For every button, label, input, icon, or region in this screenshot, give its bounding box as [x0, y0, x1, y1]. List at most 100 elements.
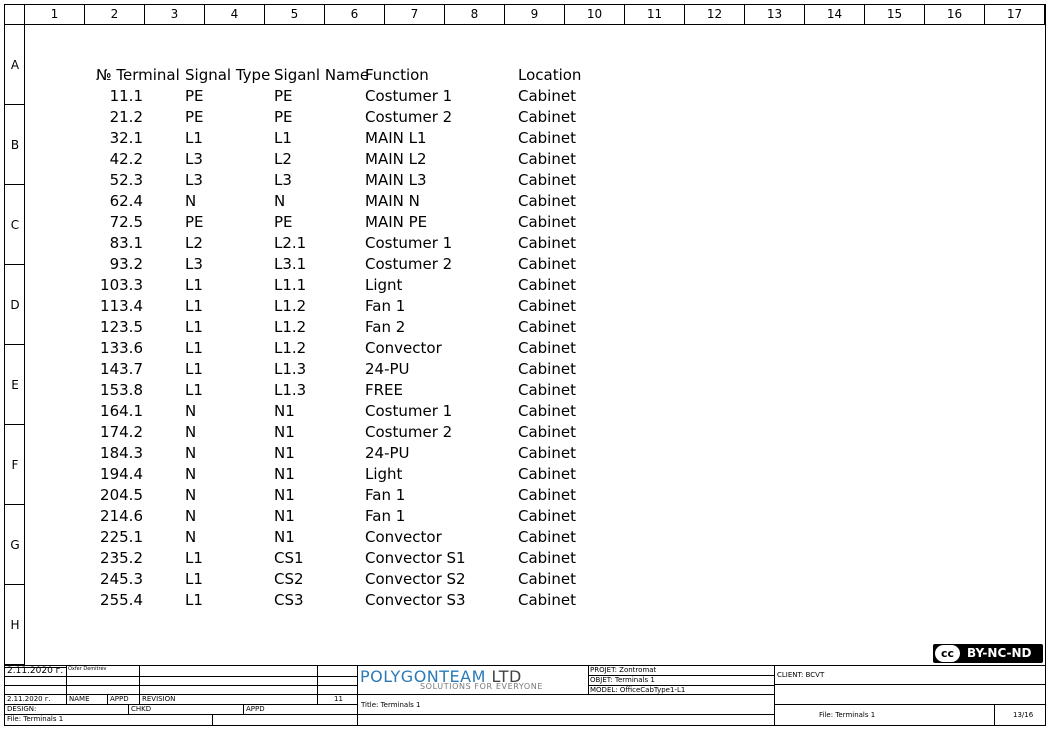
- cell-signal-type: N: [185, 192, 197, 210]
- cell-terminal: 174.2: [100, 423, 143, 441]
- row-label: C: [5, 185, 25, 265]
- cell-terminal: 235.2: [100, 549, 143, 567]
- cell-location: Cabinet: [518, 381, 576, 399]
- revision-label: REVISION: [142, 695, 176, 703]
- cell-terminal: 255.4: [100, 591, 143, 609]
- cell-signal-name: L1.2: [274, 297, 307, 315]
- column-label: 8: [445, 5, 505, 24]
- cell-location: Cabinet: [518, 255, 576, 273]
- cell-terminal: 194.4: [100, 465, 143, 483]
- cell-location: Cabinet: [518, 465, 576, 483]
- cell-location: Cabinet: [518, 549, 576, 567]
- cell-signal-name: PE: [274, 87, 293, 105]
- row-label: E: [5, 345, 25, 425]
- cell-terminal: 245.3: [100, 570, 143, 588]
- column-label: 6: [325, 5, 385, 24]
- column-label: 4: [205, 5, 265, 24]
- file-label-left: File: Terminals 1: [7, 715, 64, 723]
- cell-function: MAIN L2: [365, 150, 427, 168]
- cell-location: Cabinet: [518, 318, 576, 336]
- cell-signal-name: L2.1: [274, 234, 307, 252]
- cell-signal-name: L1.3: [274, 360, 307, 378]
- drawing-frame: [4, 4, 1046, 726]
- cell-signal-type: L1: [185, 549, 203, 567]
- cell-function: FREE: [365, 381, 404, 399]
- cell-signal-type: L3: [185, 171, 203, 189]
- cell-signal-type: L3: [185, 150, 203, 168]
- cell-signal-name: N: [274, 192, 286, 210]
- column-label: 17: [985, 5, 1045, 24]
- cell-signal-name: N1: [274, 423, 295, 441]
- cell-signal-name: N1: [274, 465, 295, 483]
- cell-location: Cabinet: [518, 486, 576, 504]
- cell-terminal: 143.7: [100, 360, 143, 378]
- cell-location: Cabinet: [518, 234, 576, 252]
- cell-function: Lignt: [365, 276, 403, 294]
- header-location: Location: [518, 66, 582, 84]
- cell-signal-name: L1.2: [274, 318, 307, 336]
- column-label: 14: [805, 5, 865, 24]
- header-terminal: № Terminal: [96, 66, 180, 84]
- cell-signal-type: N: [185, 444, 197, 462]
- cell-location: Cabinet: [518, 360, 576, 378]
- cell-signal-name: N1: [274, 507, 295, 525]
- row-label: G: [5, 505, 25, 585]
- cell-location: Cabinet: [518, 507, 576, 525]
- cell-terminal: 214.6: [100, 507, 143, 525]
- cell-signal-name: N1: [274, 402, 295, 420]
- cell-function: Convector S2: [365, 570, 466, 588]
- name-label: NAME: [69, 695, 90, 703]
- cell-function: Fan 2: [365, 318, 406, 336]
- cell-signal-name: N1: [274, 486, 295, 504]
- object: OBJET: Terminals 1: [590, 676, 655, 684]
- cell-signal-name: N1: [274, 528, 295, 546]
- column-label: 15: [865, 5, 925, 24]
- cell-location: Cabinet: [518, 192, 576, 210]
- cell-terminal: 42.2: [109, 150, 143, 168]
- cell-location: Cabinet: [518, 339, 576, 357]
- cell-function: Costumer 1: [365, 234, 453, 252]
- cell-terminal: 93.2: [109, 255, 143, 273]
- row-label: B: [5, 105, 25, 185]
- cell-function: Fan 1: [365, 297, 406, 315]
- cell-terminal: 62.4: [109, 192, 143, 210]
- cell-terminal: 83.1: [109, 234, 143, 252]
- cell-signal-name: CS1: [274, 549, 304, 567]
- column-label: 2: [85, 5, 145, 24]
- cell-location: Cabinet: [518, 444, 576, 462]
- ruler-corner: [5, 5, 25, 24]
- cc-icon: cc: [935, 645, 960, 662]
- column-label: 13: [745, 5, 805, 24]
- cell-signal-type: PE: [185, 108, 204, 126]
- cell-signal-type: N: [185, 486, 197, 504]
- cell-terminal: 123.5: [100, 318, 143, 336]
- cell-signal-type: N: [185, 507, 197, 525]
- cell-signal-type: L1: [185, 570, 203, 588]
- row-label: H: [5, 585, 25, 665]
- cell-function: 24-PU: [365, 360, 410, 378]
- column-ruler: 1 2 3 4 5 6 7 8 9 10 11 12 13 14 15 16 17: [5, 5, 1045, 25]
- cell-signal-name: PE: [274, 213, 293, 231]
- cell-location: Cabinet: [518, 423, 576, 441]
- cell-signal-name: L1: [274, 129, 292, 147]
- column-label: 5: [265, 5, 325, 24]
- cell-location: Cabinet: [518, 570, 576, 588]
- cell-location: Cabinet: [518, 87, 576, 105]
- appd-label-2: APPD: [246, 705, 265, 713]
- cell-function: Fan 1: [365, 486, 406, 504]
- author: Oxfer Demitrev: [68, 666, 107, 672]
- cell-terminal: 21.2: [109, 108, 143, 126]
- cell-terminal: 32.1: [109, 129, 143, 147]
- cell-signal-type: L1: [185, 381, 203, 399]
- cell-location: Cabinet: [518, 528, 576, 546]
- cell-signal-type: L1: [185, 360, 203, 378]
- cell-signal-type: N: [185, 423, 197, 441]
- cell-function: Costumer 2: [365, 423, 453, 441]
- cell-location: Cabinet: [518, 402, 576, 420]
- row-label: A: [5, 25, 25, 105]
- project: PROJET: Zontromat: [590, 666, 657, 674]
- license-text: BY-NC-ND: [967, 646, 1032, 660]
- cell-signal-name: L2: [274, 150, 292, 168]
- cell-signal-type: N: [185, 528, 197, 546]
